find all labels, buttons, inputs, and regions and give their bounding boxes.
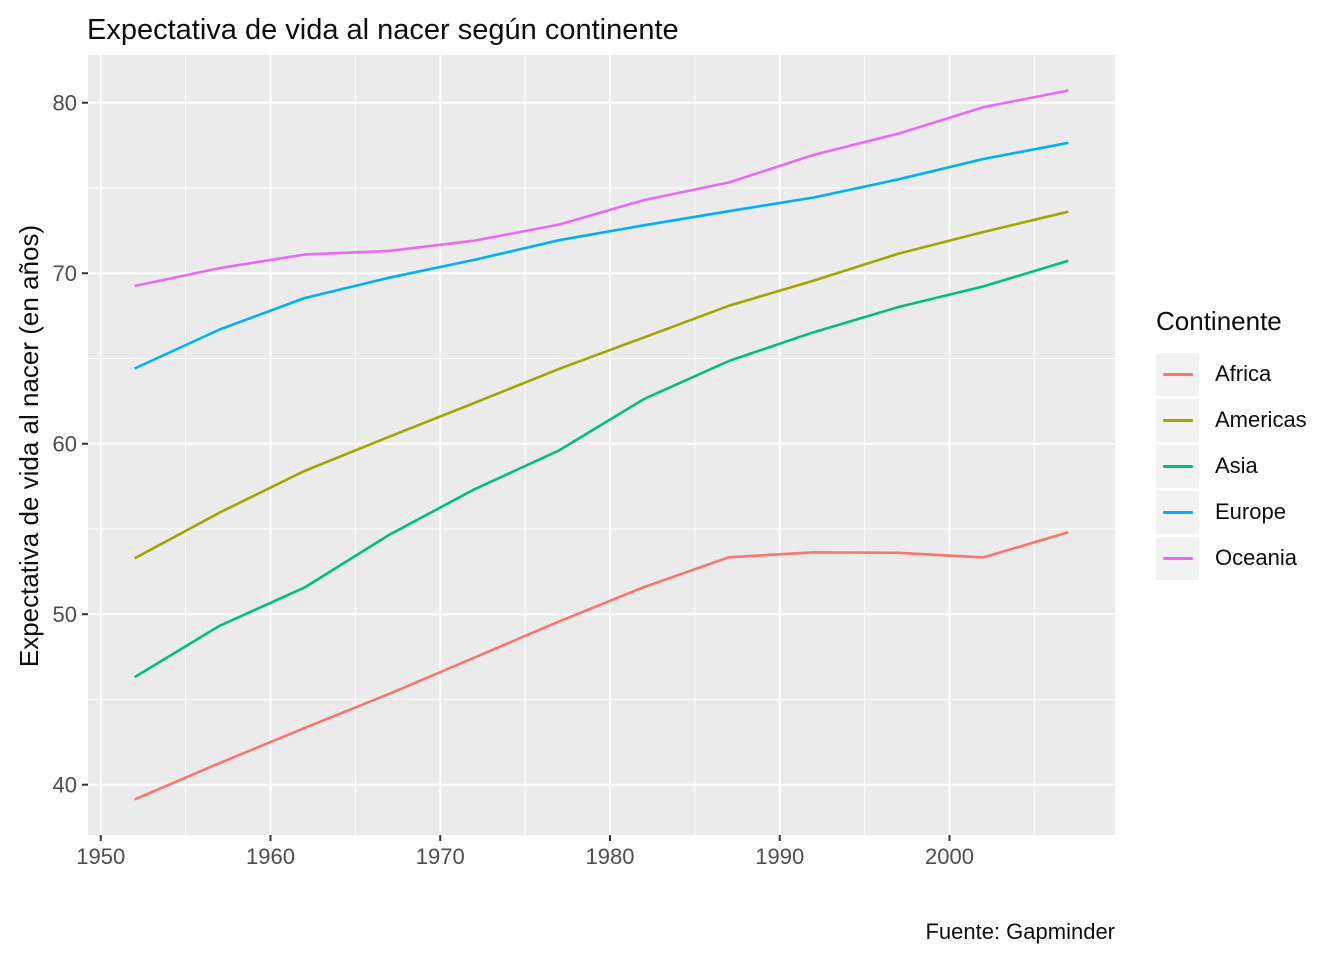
x-tick-label: 1970	[416, 844, 465, 869]
series-line-asia	[134, 259, 1069, 679]
legend-key-line	[1162, 372, 1193, 376]
x-tick-label: 1980	[586, 844, 635, 869]
legend: Continente Africa Americas Asia Europe O…	[1156, 306, 1307, 581]
legend-key-line	[1162, 418, 1193, 422]
y-tick-label: 40	[53, 773, 77, 798]
x-tick-label: 1990	[755, 844, 804, 869]
legend-label: Americas	[1215, 407, 1307, 432]
x-tick-label: 1950	[76, 844, 125, 869]
legend-key-line	[1162, 556, 1193, 560]
legend-title: Continente	[1156, 306, 1282, 336]
legend-item-americas: Americas	[1156, 397, 1307, 443]
x-tick-label: 1960	[246, 844, 295, 869]
legend-label: Europe	[1215, 499, 1286, 524]
legend-label: Oceania	[1215, 545, 1297, 570]
series-line-europe	[134, 141, 1069, 370]
legend-key	[1156, 444, 1199, 488]
panel-background	[88, 55, 1115, 835]
legend-key	[1156, 398, 1199, 442]
series-line-oceania	[134, 89, 1069, 288]
legend-key	[1156, 352, 1199, 396]
legend-item-oceania: Oceania	[1156, 535, 1307, 581]
plot-title: Expectativa de vida al nacer según conti…	[87, 14, 679, 46]
series-line-americas	[134, 210, 1069, 560]
y-axis-title: Expectativa de vida al nacer (en años)	[14, 224, 44, 668]
legend-key	[1156, 490, 1199, 534]
y-tick-label: 50	[53, 602, 77, 627]
legend-item-europe: Europe	[1156, 489, 1307, 535]
legend-key	[1156, 536, 1199, 580]
x-tick-label: 2000	[925, 844, 974, 869]
legend-item-asia: Asia	[1156, 443, 1307, 489]
caption: Fuente: Gapminder	[925, 919, 1115, 944]
series-line-africa	[134, 530, 1069, 801]
y-tick-label: 80	[53, 91, 77, 116]
y-tick-label: 70	[53, 261, 77, 286]
y-tick-label: 60	[53, 432, 77, 457]
legend-label: Asia	[1215, 453, 1258, 478]
legend-item-africa: Africa	[1156, 351, 1307, 397]
legend-label: Africa	[1215, 361, 1272, 386]
legend-key-line	[1162, 510, 1193, 514]
legend-key-line	[1162, 464, 1193, 468]
